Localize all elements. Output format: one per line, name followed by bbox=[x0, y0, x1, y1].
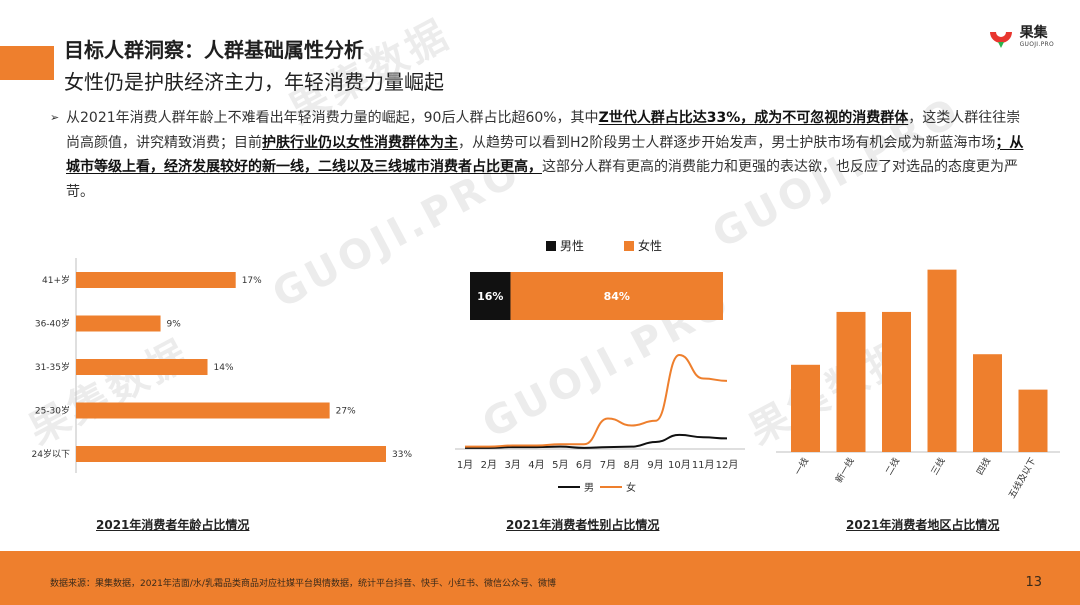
age-value-label: 14% bbox=[214, 363, 234, 373]
age-category-label: 25-30岁 bbox=[35, 405, 70, 417]
bullet-icon: ➢ bbox=[50, 111, 60, 124]
paragraph-highlight: ；从城市等级上看，经济发展较好的新一线，二线以及三线城市消费者占比更高， bbox=[66, 134, 1024, 176]
region-chart-caption: 2021年消费者地区占比情况 bbox=[846, 518, 1000, 532]
age-category-label: 41+岁 bbox=[42, 274, 70, 286]
region-bar bbox=[882, 311, 911, 452]
data-source-note: 数据来源：果集数据，2021年洁面/水/乳霜品类商品对应社媒平台舆情数据，统计平… bbox=[50, 579, 556, 589]
age-value-label: 33% bbox=[392, 450, 412, 460]
region-bar bbox=[927, 269, 957, 452]
region-category-label: 四线 bbox=[974, 456, 993, 478]
month-tick-label: 9月 bbox=[647, 459, 663, 471]
male-trend-line bbox=[465, 433, 728, 449]
legend-female-label: 女性 bbox=[638, 238, 662, 253]
paragraph-text: ，这类人群往往崇尚高颜值，讲究精致消费；目前 bbox=[66, 110, 1021, 151]
age-bar-chart: 41+岁 17% 36-40岁 9% 31-35岁 14% 25-30岁 27% 24岁以下 33… bbox=[32, 258, 412, 473]
footer-bar: 数据来源：果集数据，2021年洁面/水/乳霜品类商品对应社媒平台舆情数据，统计平… bbox=[0, 551, 1080, 605]
region-bar-chart: 一线 新一线 二线 三线 四线 五线及以下 bbox=[776, 269, 1060, 501]
month-tick-label: 10月 bbox=[668, 459, 691, 471]
paragraph-highlight: Z世代人群占比达33%，成为不可忽视的消费群体 bbox=[598, 110, 909, 126]
paragraph-text: 这部分人群有更高的消费能力和更强的表达欲，也反应了对选品的态度更为严苛。 bbox=[66, 159, 1018, 200]
age-category-label: 24岁以下 bbox=[32, 448, 70, 460]
month-tick-label: 1月 bbox=[457, 459, 473, 471]
page-subtitle: 女性仍是护肤经济主力，年轻消费力量崛起 bbox=[64, 70, 444, 94]
region-bar bbox=[791, 364, 820, 452]
brand-logo: 果集 GUOJI.PRO bbox=[986, 22, 1054, 52]
month-tick-label: 6月 bbox=[576, 459, 592, 471]
age-category-label: 36-40岁 bbox=[35, 318, 70, 330]
female-share-label: 84% bbox=[604, 290, 630, 303]
month-tick-label: 12月 bbox=[716, 459, 739, 471]
age-bar bbox=[76, 446, 386, 462]
page-number: 13 bbox=[1025, 575, 1042, 590]
page-title: 目标人群洞察：人群基础属性分析 bbox=[64, 38, 364, 62]
region-bar bbox=[1018, 389, 1048, 452]
female-trend-line bbox=[465, 353, 728, 448]
paragraph-text: 从2021年消费人群年龄上不难看出年轻消费力量的崛起，90后人群占比超60%，其… bbox=[66, 110, 599, 126]
age-bar bbox=[76, 359, 208, 375]
logo-text-en: GUOJI.PRO bbox=[1019, 41, 1054, 48]
legend-male-swatch bbox=[546, 241, 556, 251]
region-bar bbox=[973, 354, 1002, 452]
month-tick-label: 5月 bbox=[552, 459, 568, 471]
region-bar bbox=[836, 311, 866, 452]
month-tick-label: 2月 bbox=[481, 459, 497, 471]
age-bar bbox=[76, 272, 236, 288]
region-category-label: 三线 bbox=[928, 456, 947, 478]
region-category-label: 一线 bbox=[792, 456, 811, 478]
region-category-label: 五线及以下 bbox=[1006, 456, 1039, 501]
legend-male-label: 男性 bbox=[560, 239, 584, 253]
legend-female-swatch bbox=[624, 241, 634, 251]
region-category-label: 新一线 bbox=[833, 456, 857, 485]
age-value-label: 27% bbox=[336, 407, 356, 417]
female-share-bar bbox=[510, 272, 723, 320]
age-value-label: 17% bbox=[242, 276, 262, 286]
line-legend-male-label: 男 bbox=[584, 482, 594, 494]
title-accent-block bbox=[0, 46, 54, 80]
age-bar bbox=[76, 402, 330, 419]
age-category-label: 31-35岁 bbox=[35, 361, 70, 373]
paragraph-highlight: 护肤行业仍以女性消费群体为主 bbox=[262, 134, 458, 151]
gender-chart-caption: 2021年消费者性别占比情况 bbox=[506, 518, 660, 532]
month-tick-label: 4月 bbox=[528, 459, 544, 471]
male-share-bar bbox=[470, 272, 511, 320]
logo-icon bbox=[989, 32, 1012, 48]
age-value-label: 9% bbox=[167, 320, 182, 330]
age-chart-caption: 2021年消费者年龄占比情况 bbox=[96, 518, 250, 532]
month-tick-label: 8月 bbox=[624, 459, 640, 471]
logo-text-cn: 果集 bbox=[1019, 25, 1048, 41]
gender-stacked-bar: 男性 女性 16% 84% bbox=[470, 238, 723, 320]
age-bar bbox=[76, 315, 161, 332]
month-tick-label: 7月 bbox=[600, 459, 616, 471]
male-share-label: 16% bbox=[477, 290, 503, 303]
month-tick-label: 3月 bbox=[504, 459, 520, 471]
region-category-label: 二线 bbox=[883, 456, 902, 478]
month-tick-label: 11月 bbox=[692, 459, 715, 471]
line-legend-female-label: 女 bbox=[626, 481, 636, 494]
insight-paragraph: ➢ 从2021年消费人群年龄上不难看出年轻消费力量的崛起，90后人群占比超60%… bbox=[50, 106, 1030, 204]
paragraph-text: ，从趋势可以看到H2阶段男士人群逐步开始发声，男士护肤市场有机会成为新蓝海市场 bbox=[458, 134, 996, 151]
